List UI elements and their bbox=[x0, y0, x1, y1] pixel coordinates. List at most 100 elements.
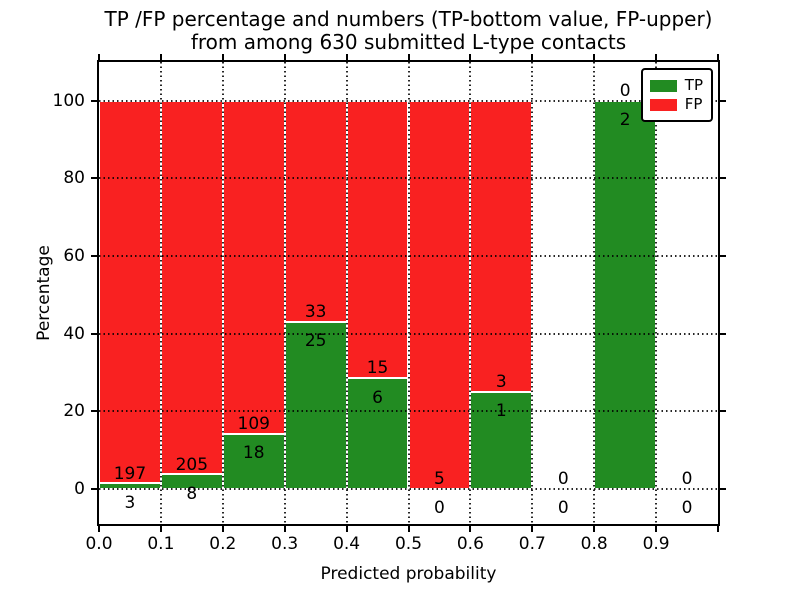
gridline-vertical bbox=[159, 62, 162, 524]
x-tick-mark bbox=[593, 526, 596, 532]
tp-count-label: 18 bbox=[242, 443, 265, 464]
legend-swatch-tp bbox=[649, 79, 677, 92]
x-tick-mark bbox=[283, 54, 286, 60]
y-tick-label: 40 bbox=[63, 323, 85, 344]
gridline-vertical bbox=[469, 62, 472, 524]
fp-count-label: 109 bbox=[237, 414, 270, 435]
fp-count-label: 3 bbox=[495, 372, 507, 393]
y-tick-mark bbox=[91, 410, 97, 413]
y-tick-label: 100 bbox=[52, 90, 85, 111]
legend-swatch-fp bbox=[649, 98, 677, 111]
y-tick-mark bbox=[720, 488, 726, 491]
tp-count-label: 0 bbox=[681, 498, 693, 519]
bar-fp-segment bbox=[408, 100, 471, 490]
x-tick-mark bbox=[98, 54, 100, 60]
bar-fp-segment bbox=[284, 100, 347, 322]
gridline-vertical bbox=[531, 62, 534, 524]
x-tick-label: 0.4 bbox=[333, 534, 361, 554]
fp-count-label: 15 bbox=[366, 358, 389, 379]
fp-count-label: 0 bbox=[557, 469, 569, 490]
tp-count-label: 6 bbox=[372, 387, 383, 408]
legend: TP FP bbox=[640, 68, 713, 122]
x-tick-label: 0.6 bbox=[456, 534, 484, 554]
chart-title: TP /FP percentage and numbers (TP-bottom… bbox=[99, 8, 718, 54]
bar-fp-segment bbox=[160, 100, 223, 475]
tp-count-label: 25 bbox=[304, 331, 327, 352]
gridline-vertical bbox=[221, 62, 224, 524]
x-tick-mark bbox=[221, 54, 224, 60]
legend-label: TP bbox=[684, 76, 703, 94]
y-tick-mark bbox=[91, 177, 97, 180]
fp-count-label: 197 bbox=[113, 463, 147, 484]
fp-count-label: 33 bbox=[304, 302, 327, 322]
y-tick-mark bbox=[720, 410, 726, 413]
bar-tp-segment bbox=[594, 100, 657, 490]
legend-label: FP bbox=[684, 95, 703, 113]
gridline-horizontal bbox=[99, 488, 718, 491]
y-tick-label: 80 bbox=[63, 168, 85, 189]
gridline-vertical bbox=[345, 62, 348, 524]
x-tick-mark bbox=[98, 526, 100, 532]
x-tick-mark bbox=[531, 54, 534, 60]
y-tick-mark bbox=[91, 332, 97, 335]
y-tick-mark bbox=[720, 177, 726, 180]
y-tick-mark bbox=[91, 488, 97, 491]
x-tick-mark bbox=[593, 54, 596, 60]
fp-count-label: 0 bbox=[619, 81, 631, 102]
x-tick-mark bbox=[159, 526, 162, 532]
x-tick-mark bbox=[345, 526, 348, 532]
gridline-vertical bbox=[407, 62, 410, 524]
x-tick-mark bbox=[717, 526, 719, 532]
x-axis-label: Predicted probability bbox=[320, 564, 497, 584]
tp-count-label: 3 bbox=[124, 492, 136, 513]
fp-count-label: 5 bbox=[434, 469, 445, 490]
tp-count-label: 0 bbox=[434, 498, 445, 519]
y-tick-label: 20 bbox=[63, 401, 85, 422]
x-tick-label: 0.3 bbox=[271, 534, 299, 554]
x-tick-mark bbox=[655, 526, 658, 532]
bar-tp-segment bbox=[284, 321, 347, 490]
plot-area: TP FP 197 3 205 8 109 18 33 25 15 6 5 0 3 1 0 0 0 2 0 0 0 20 40… bbox=[53, 54, 726, 554]
x-tick-mark bbox=[469, 526, 472, 532]
y-tick-label: 60 bbox=[63, 246, 85, 267]
x-tick-mark bbox=[407, 526, 410, 532]
gridline-horizontal bbox=[99, 332, 718, 335]
x-tick-mark bbox=[717, 54, 719, 60]
x-tick-mark bbox=[469, 54, 472, 60]
x-tick-label: 0.2 bbox=[209, 534, 237, 554]
gridline-vertical bbox=[655, 62, 658, 524]
tp-count-label: 1 bbox=[495, 401, 507, 422]
bar-fp-segment bbox=[470, 100, 533, 392]
tp-count-label: 2 bbox=[619, 110, 631, 131]
x-tick-label: 0.1 bbox=[147, 534, 175, 554]
y-tick-mark bbox=[91, 255, 97, 258]
x-tick-mark bbox=[655, 54, 658, 60]
x-tick-label: 0.5 bbox=[394, 534, 423, 554]
x-tick-label: 0.7 bbox=[518, 534, 546, 554]
gridline-horizontal bbox=[99, 99, 718, 102]
tp-count-label: 8 bbox=[186, 483, 198, 504]
bar-fp-segment bbox=[99, 100, 161, 484]
gridline-vertical bbox=[593, 62, 596, 524]
legend-item-fp: FP bbox=[649, 95, 703, 113]
x-tick-mark bbox=[221, 526, 224, 532]
x-tick-mark bbox=[159, 54, 162, 60]
x-tick-mark bbox=[531, 526, 534, 532]
y-tick-mark bbox=[720, 99, 726, 102]
tp-count-label: 0 bbox=[557, 498, 569, 519]
y-tick-mark bbox=[720, 332, 726, 335]
x-tick-mark bbox=[407, 54, 410, 60]
gridline-horizontal bbox=[99, 255, 718, 258]
x-tick-label: 0.8 bbox=[580, 534, 608, 554]
fp-count-label: 205 bbox=[175, 454, 209, 475]
gridline-vertical bbox=[283, 62, 286, 524]
bar-fp-segment bbox=[222, 100, 285, 435]
chart-title-line2: from among 630 submitted L-type contacts bbox=[190, 30, 627, 54]
gridline-horizontal bbox=[99, 410, 718, 413]
x-tick-mark bbox=[283, 526, 286, 532]
y-tick-mark bbox=[720, 255, 726, 258]
bar-fp-segment bbox=[346, 100, 409, 379]
legend-item-tp: TP bbox=[649, 76, 703, 94]
y-tick-mark bbox=[91, 99, 97, 102]
